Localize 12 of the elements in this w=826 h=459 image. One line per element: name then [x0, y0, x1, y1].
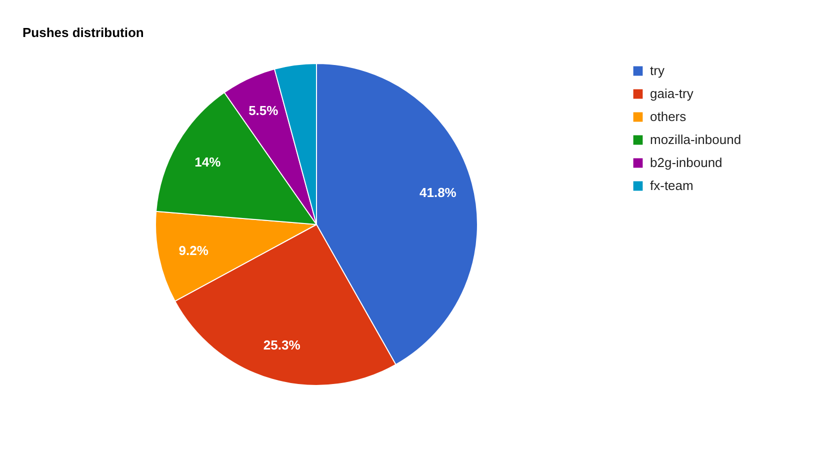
legend-label: b2g-inbound — [650, 155, 722, 170]
legend-label: try — [650, 63, 666, 78]
legend-label: mozilla-inbound — [650, 132, 742, 147]
data-label: 9.2% — [178, 242, 209, 258]
data-label: 25.3% — [263, 338, 301, 353]
data-label: 5.5% — [248, 103, 279, 118]
legend-label: gaia-try — [650, 86, 694, 101]
chart-title: Pushes distribution — [22, 25, 144, 40]
data-label: 14% — [194, 154, 222, 170]
legend-label: fx-team — [650, 178, 694, 193]
legend-label: others — [650, 109, 686, 124]
data-label: 41.8% — [420, 185, 457, 200]
